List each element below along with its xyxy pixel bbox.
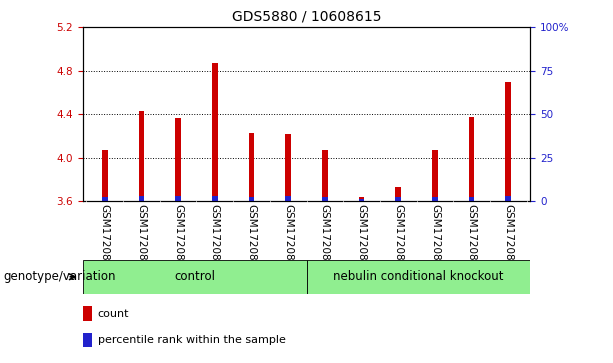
Text: GSM1720841: GSM1720841 (393, 204, 403, 274)
Bar (469, 117, 474, 201)
Bar (322, 197, 327, 201)
Text: GSM1720840: GSM1720840 (357, 204, 367, 274)
Text: GSM1720834: GSM1720834 (137, 204, 147, 274)
Text: control: control (174, 270, 215, 283)
Bar (359, 199, 364, 201)
Bar (83, 306, 92, 321)
Bar (506, 196, 511, 201)
Text: GSM1720833: GSM1720833 (100, 204, 110, 274)
Text: percentile rank within the sample: percentile rank within the sample (97, 335, 286, 345)
Bar (306, 260, 530, 294)
Bar (102, 197, 107, 201)
Bar (139, 196, 144, 201)
Text: GSM1720836: GSM1720836 (210, 204, 220, 274)
Text: count: count (97, 309, 129, 319)
Text: nebulin conditional knockout: nebulin conditional knockout (333, 270, 504, 283)
Bar (432, 150, 438, 201)
Bar (286, 134, 291, 201)
Text: GSM1720838: GSM1720838 (283, 204, 293, 274)
Text: GSM1720835: GSM1720835 (173, 204, 183, 274)
Bar (102, 150, 107, 201)
Bar (249, 197, 254, 201)
Bar (322, 150, 327, 201)
Bar (249, 133, 254, 201)
Bar (395, 187, 401, 201)
Text: genotype/variation: genotype/variation (3, 270, 116, 283)
Bar (175, 118, 181, 201)
Text: GSM1720844: GSM1720844 (503, 204, 513, 274)
Bar (83, 333, 92, 347)
Bar (286, 196, 291, 201)
Text: GSM1720842: GSM1720842 (430, 204, 440, 274)
Text: GSM1720839: GSM1720839 (320, 204, 330, 274)
Text: GDS5880 / 10608615: GDS5880 / 10608615 (232, 9, 381, 23)
Bar (139, 111, 144, 201)
Bar (395, 197, 401, 201)
Bar (175, 196, 181, 201)
Text: GSM1720837: GSM1720837 (246, 204, 256, 274)
Bar (212, 63, 218, 201)
Text: GSM1720843: GSM1720843 (466, 204, 476, 274)
Bar (506, 82, 511, 201)
Bar (432, 197, 438, 201)
Bar (83, 260, 306, 294)
Bar (469, 197, 474, 201)
Bar (212, 196, 218, 201)
Bar (359, 197, 364, 201)
